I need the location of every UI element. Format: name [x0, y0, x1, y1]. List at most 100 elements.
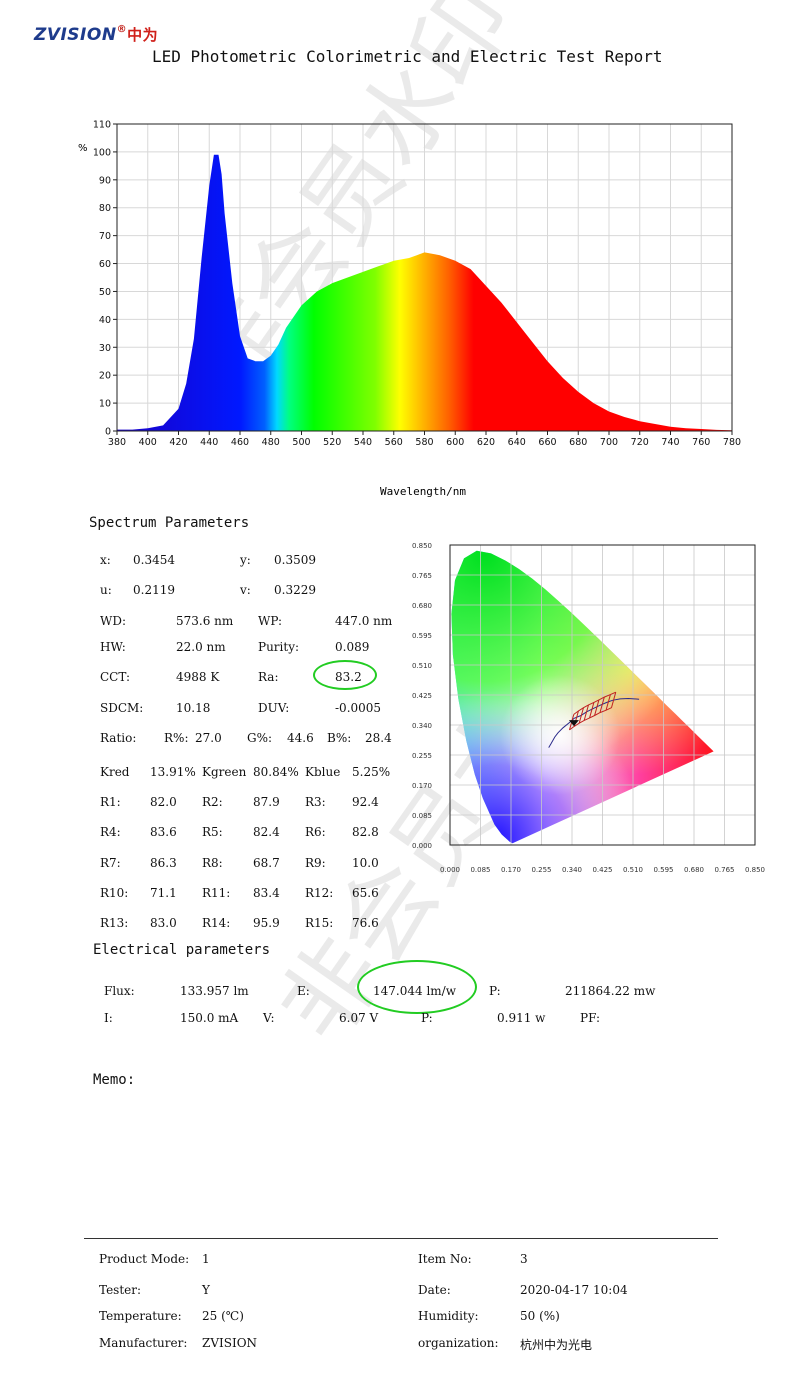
v-label: v: [240, 583, 251, 597]
cie-diagram: 0.000 0.085 0.170 0.255 0.340 0.425 0.510 0.595… [412, 542, 765, 874]
cri-r4-value: 83.6 [150, 825, 177, 839]
spectrum-x-tick-label: 560 [385, 437, 403, 448]
cri-r9-value: 10.0 [352, 856, 379, 870]
y-value: 0.3509 [274, 553, 316, 567]
spectrum-y-tick-label: 110 [93, 120, 111, 131]
isotemperature-upper-bound [573, 691, 617, 715]
spectrum-x-tick-label: 720 [631, 437, 649, 448]
brand-name: ZVISION [34, 25, 117, 45]
g-percent-label: G%: [247, 731, 273, 745]
isotemperature-line [610, 692, 617, 708]
organization-value: 杭州中为光电 [520, 1338, 593, 1352]
cri-r9-label: R9: [305, 856, 326, 870]
purity-label: Purity: [258, 640, 300, 654]
cie-x-tick-label: 0.425 [592, 866, 612, 874]
spectrum-x-tick-label: 680 [569, 437, 587, 448]
purity-value: 0.089 [335, 640, 370, 654]
voltage-label: V: [263, 1011, 275, 1025]
temperature-label: Temperature: [99, 1309, 182, 1323]
spectrum-y-tick-label: 10 [99, 399, 111, 410]
kgreen-label: Kgreen [202, 765, 247, 779]
cri-r8-label: R8: [202, 856, 223, 870]
x-label: x: [100, 553, 111, 567]
hw-value: 22.0 nm [176, 640, 226, 654]
wd-label: WD: [100, 614, 126, 628]
spectrum-y-tick-label: 80 [99, 203, 111, 214]
spectrum-y-tick-label: 60 [99, 259, 111, 270]
isotemperature-lower-bound [569, 707, 612, 731]
page-title: LED Photometric Colorimetric and Electri… [152, 47, 663, 66]
flux-value: 133.957 lm [180, 984, 249, 998]
cct-label: CCT: [100, 670, 130, 684]
b-percent-label: B%: [327, 731, 352, 745]
manufacturer-value: ZVISION [202, 1336, 258, 1350]
wd-value: 573.6 nm [176, 614, 234, 628]
spectrum-y-tick-label: 100 [93, 147, 111, 158]
isotemperature-line [605, 694, 611, 711]
spectrum-x-tick-label: 500 [292, 437, 310, 448]
pf-label: PF: [580, 1011, 601, 1025]
u-value: 0.2119 [133, 583, 175, 597]
cie-x-tick-label: 0.850 [745, 866, 765, 874]
spectrum-y-tick-label: 20 [99, 371, 111, 382]
spectrum-x-ticks: 380 400 420 440 460 480 500 520 540 560 580 600 620 6… [108, 431, 741, 448]
cri-r15-label: R15: [305, 916, 334, 930]
power-mw-label: P: [489, 984, 501, 998]
cie-x-tick-label: 0.340 [562, 866, 582, 874]
date-label: Date: [418, 1283, 451, 1297]
cie-y-tick-label: 0.085 [412, 812, 432, 820]
brand-logo: ZVISION®中为 [34, 24, 158, 45]
spectrum-y-tick-label: 70 [99, 231, 111, 242]
cie-y-tick-label: 0.170 [412, 782, 432, 790]
r-percent-value: 27.0 [195, 731, 222, 745]
cri-r11-label: R11: [202, 886, 231, 900]
b-percent-value: 28.4 [365, 731, 392, 745]
cri-r13-label: R13: [100, 916, 129, 930]
ratio-label: Ratio: [100, 731, 137, 745]
kblue-value: 5.25% [352, 765, 391, 779]
cri-r8-value: 68.7 [253, 856, 280, 870]
cie-y-tick-label: 0.255 [412, 752, 432, 760]
product-mode-value: 1 [202, 1252, 210, 1266]
isotemperature-line [583, 704, 589, 721]
footer-divider [84, 1238, 718, 1239]
cri-r7-value: 86.3 [150, 856, 177, 870]
manufacturer-label: Manufacturer: [99, 1336, 188, 1350]
cie-x-tick-label: 0.085 [470, 866, 490, 874]
cri-r3-label: R3: [305, 795, 326, 809]
humidity-label: Humidity: [418, 1309, 479, 1323]
cie-x-tick-label: 0.595 [653, 866, 673, 874]
cri-r5-value: 82.4 [253, 825, 280, 839]
voltage-value: 6.07 V [339, 1011, 379, 1025]
wp-value: 447.0 nm [335, 614, 393, 628]
spectrum-x-tick-label: 620 [477, 437, 495, 448]
flux-label: Flux: [104, 984, 135, 998]
spectrum-x-tick-label: 520 [323, 437, 341, 448]
sdcm-value: 10.18 [176, 701, 211, 715]
cri-r6-value: 82.8 [352, 825, 379, 839]
cie-x-tick-label: 0.765 [714, 866, 734, 874]
spectrum-x-label: Wavelength/nm [380, 485, 466, 498]
isotemperature-lines [569, 691, 617, 731]
power-w-value: 0.911 w [497, 1011, 546, 1025]
efficacy-highlight-circle [357, 960, 477, 1014]
y-label: y: [240, 553, 251, 567]
spectrum-x-tick-label: 400 [139, 437, 157, 448]
isotemperature-line [599, 696, 605, 713]
spectrum-heading: Spectrum Parameters [89, 515, 250, 531]
kred-value: 13.91% [150, 765, 196, 779]
g-percent-value: 44.6 [287, 731, 314, 745]
duv-value: -0.0005 [335, 701, 382, 715]
cri-r4-label: R4: [100, 825, 121, 839]
spectrum-y-tick-label: 30 [99, 343, 111, 354]
cie-x-ticks: 0.000 0.085 0.170 0.255 0.340 0.425 0.510 0.595… [440, 866, 765, 874]
spectrum-x-tick-label: 700 [600, 437, 618, 448]
item-no-label: Item No: [418, 1252, 472, 1266]
u-label: u: [100, 583, 112, 597]
cie-y-tick-label: 0.425 [412, 692, 432, 700]
r-percent-label: R%: [164, 731, 189, 745]
spectrum-y-tick-label: 0 [105, 427, 111, 438]
chromaticity-point [568, 720, 579, 727]
cie-x-tick-label: 0.000 [440, 866, 460, 874]
kblue-label: Kblue [305, 765, 341, 779]
